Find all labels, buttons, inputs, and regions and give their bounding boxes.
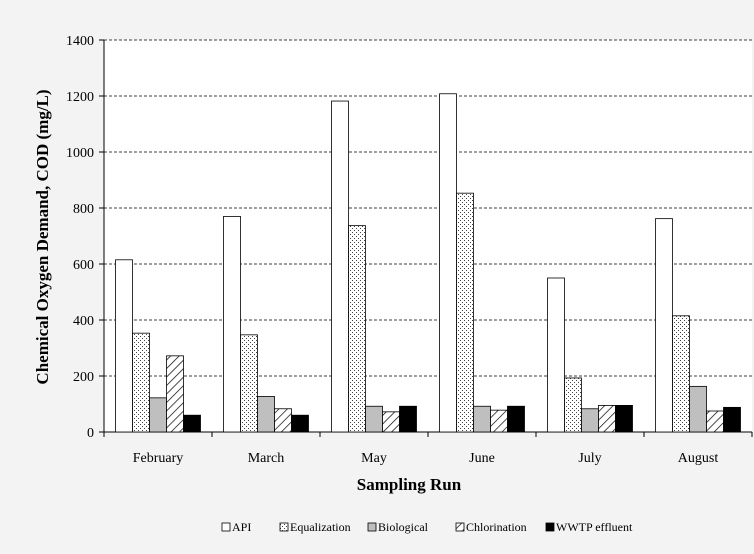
bar-equalization-june — [456, 192, 474, 433]
y-tick-label: 800 — [73, 202, 94, 217]
y-tick-label: 1200 — [66, 90, 94, 105]
x-axis-label: Sampling Run — [357, 475, 462, 494]
x-tick-label: August — [678, 451, 719, 466]
bar-wwtp-effluent-march — [291, 414, 309, 433]
bar-biological-july — [581, 408, 599, 433]
y-axis-label: Chemical Oxygen Demand, COD (mg/L) — [33, 89, 52, 384]
legend: API Equalization Biological Chlorination WWT… — [221, 520, 633, 534]
bar-api-march — [223, 215, 241, 433]
bar-wwtp-effluent-july — [615, 404, 633, 433]
bar-chlorination-august — [706, 410, 724, 433]
x-tick-label: February — [133, 451, 184, 466]
legend-label: Chlorination — [466, 520, 527, 534]
bar-api-may — [331, 100, 349, 433]
bar-api-august — [655, 218, 673, 433]
legend-label: WWTP effluent — [556, 520, 633, 534]
bar-api-february — [115, 259, 133, 433]
bar-equalization-february — [132, 332, 150, 433]
x-tick-label: July — [578, 451, 601, 466]
y-tick-label: 600 — [73, 258, 94, 273]
bar-equalization-may — [348, 225, 366, 433]
x-tick-label: May — [361, 451, 387, 466]
bar-biological-february — [149, 397, 167, 433]
bar-api-july — [547, 277, 565, 433]
bar-biological-may — [365, 405, 383, 433]
bar-biological-march — [257, 396, 275, 433]
y-tick-label: 0 — [87, 426, 94, 441]
bar-api-june — [439, 93, 457, 433]
legend-swatch-api — [221, 522, 231, 532]
y-tick-label: 400 — [73, 314, 94, 329]
bar-chlorination-july — [598, 404, 616, 433]
bar-chlorination-february — [166, 355, 184, 433]
bar-equalization-july — [564, 377, 582, 433]
legend-swatch-chlorination — [455, 522, 465, 532]
bar-equalization-march — [240, 334, 258, 433]
legend-swatch-equalization — [279, 522, 289, 532]
y-tick-label: 200 — [73, 370, 94, 385]
bar-wwtp-effluent-may — [399, 405, 417, 433]
y-tick-label: 1400 — [66, 34, 94, 49]
plot-background — [104, 40, 752, 432]
x-tick-label: June — [469, 451, 495, 466]
bar-wwtp-effluent-june — [507, 405, 525, 433]
bar-biological-august — [689, 385, 707, 433]
bar-equalization-august — [672, 315, 690, 433]
bar-chlorination-march — [274, 408, 292, 433]
legend-label: Equalization — [290, 520, 351, 534]
bar-wwtp-effluent-february — [183, 414, 201, 433]
legend-swatch-biological — [367, 522, 377, 532]
bar-biological-june — [473, 405, 491, 433]
bar-chlorination-may — [382, 411, 400, 433]
bar-chlorination-june — [490, 409, 508, 433]
legend-label: API — [232, 520, 251, 534]
legend-label: Biological — [378, 520, 429, 534]
legend-swatch-wwtp-effluent — [545, 522, 555, 532]
bar-wwtp-effluent-august — [723, 406, 741, 433]
x-tick-label: March — [248, 451, 285, 466]
y-tick-label: 1000 — [66, 146, 94, 161]
plot-area: 0 200 400 600 800 1000 1200 1400 February March Ma… — [66, 34, 753, 466]
